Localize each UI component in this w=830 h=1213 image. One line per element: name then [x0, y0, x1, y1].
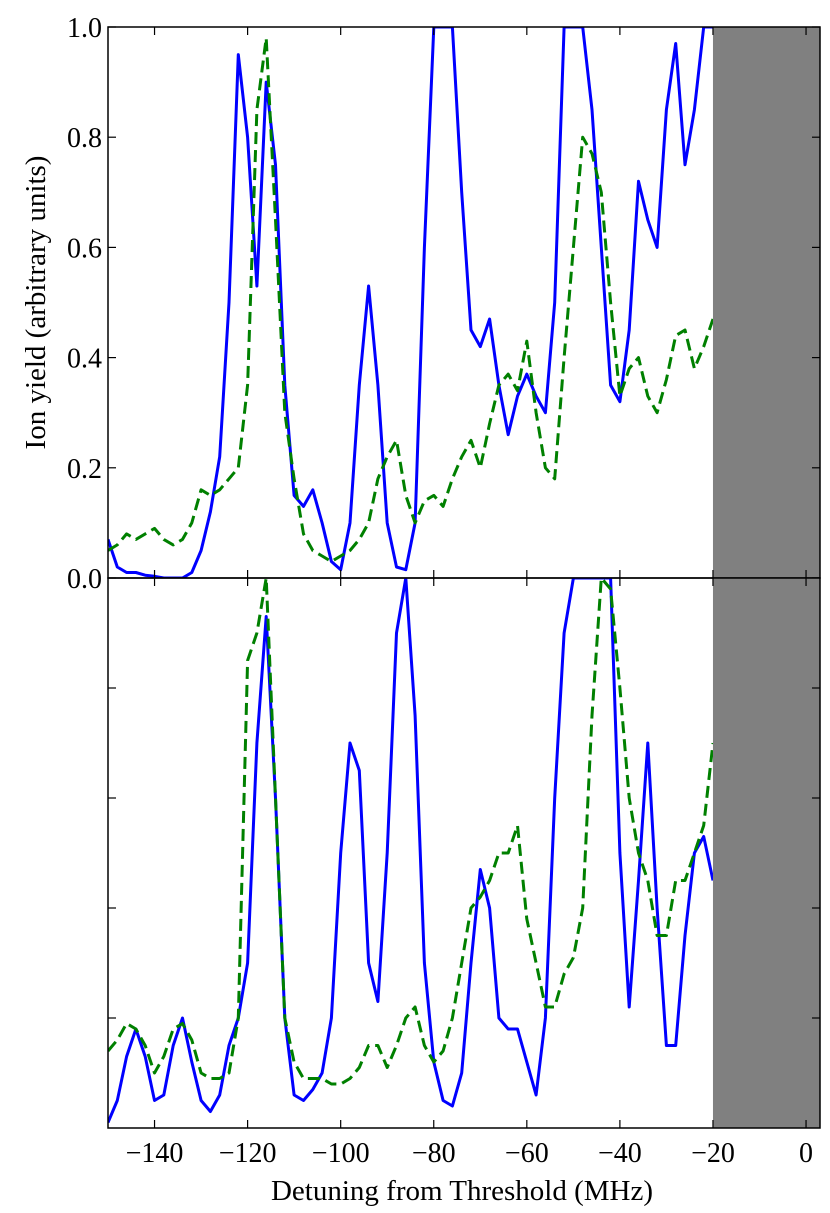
y-tick-label: 0.8 [67, 123, 102, 154]
x-tick-label: −120 [219, 1138, 277, 1169]
series-line [108, 36, 715, 563]
x-tick-label: −100 [312, 1138, 370, 1169]
series-line [108, 578, 715, 1124]
shaded-region [712, 27, 820, 578]
y-tick-label: 0.6 [67, 233, 102, 264]
plot-lines [108, 578, 715, 1124]
y-tick-label: 0.4 [67, 344, 102, 375]
x-axis-label: Detuning from Threshold (MHz) [271, 1175, 653, 1207]
y-tick-label: 0.0 [67, 564, 102, 595]
x-tick-label: −80 [412, 1138, 456, 1169]
plot-frame [107, 577, 821, 1129]
x-tick-label: −140 [126, 1138, 184, 1169]
panel: −140 −120 −100 −80 −60 −40 −20 0 Detuning from T… [107, 577, 821, 1207]
y-tick-label: 0.2 [67, 454, 102, 485]
plot-lines [108, 27, 715, 578]
x-tick-label: −20 [691, 1138, 735, 1169]
series-line [108, 27, 713, 578]
shaded-region [712, 578, 820, 1128]
x-tick-label: −40 [598, 1138, 642, 1169]
panel: 0.0 0.2 0.4 0.6 0.8 1.0 Ion yield (arbitrary u… [20, 13, 821, 595]
y-tick-label: 1.0 [67, 13, 102, 44]
x-tick-label: −60 [505, 1138, 549, 1169]
y-axis-label: Ion yield (arbitrary units) [20, 156, 52, 450]
series-line [108, 578, 715, 1086]
x-tick-label: 0 [799, 1138, 813, 1169]
